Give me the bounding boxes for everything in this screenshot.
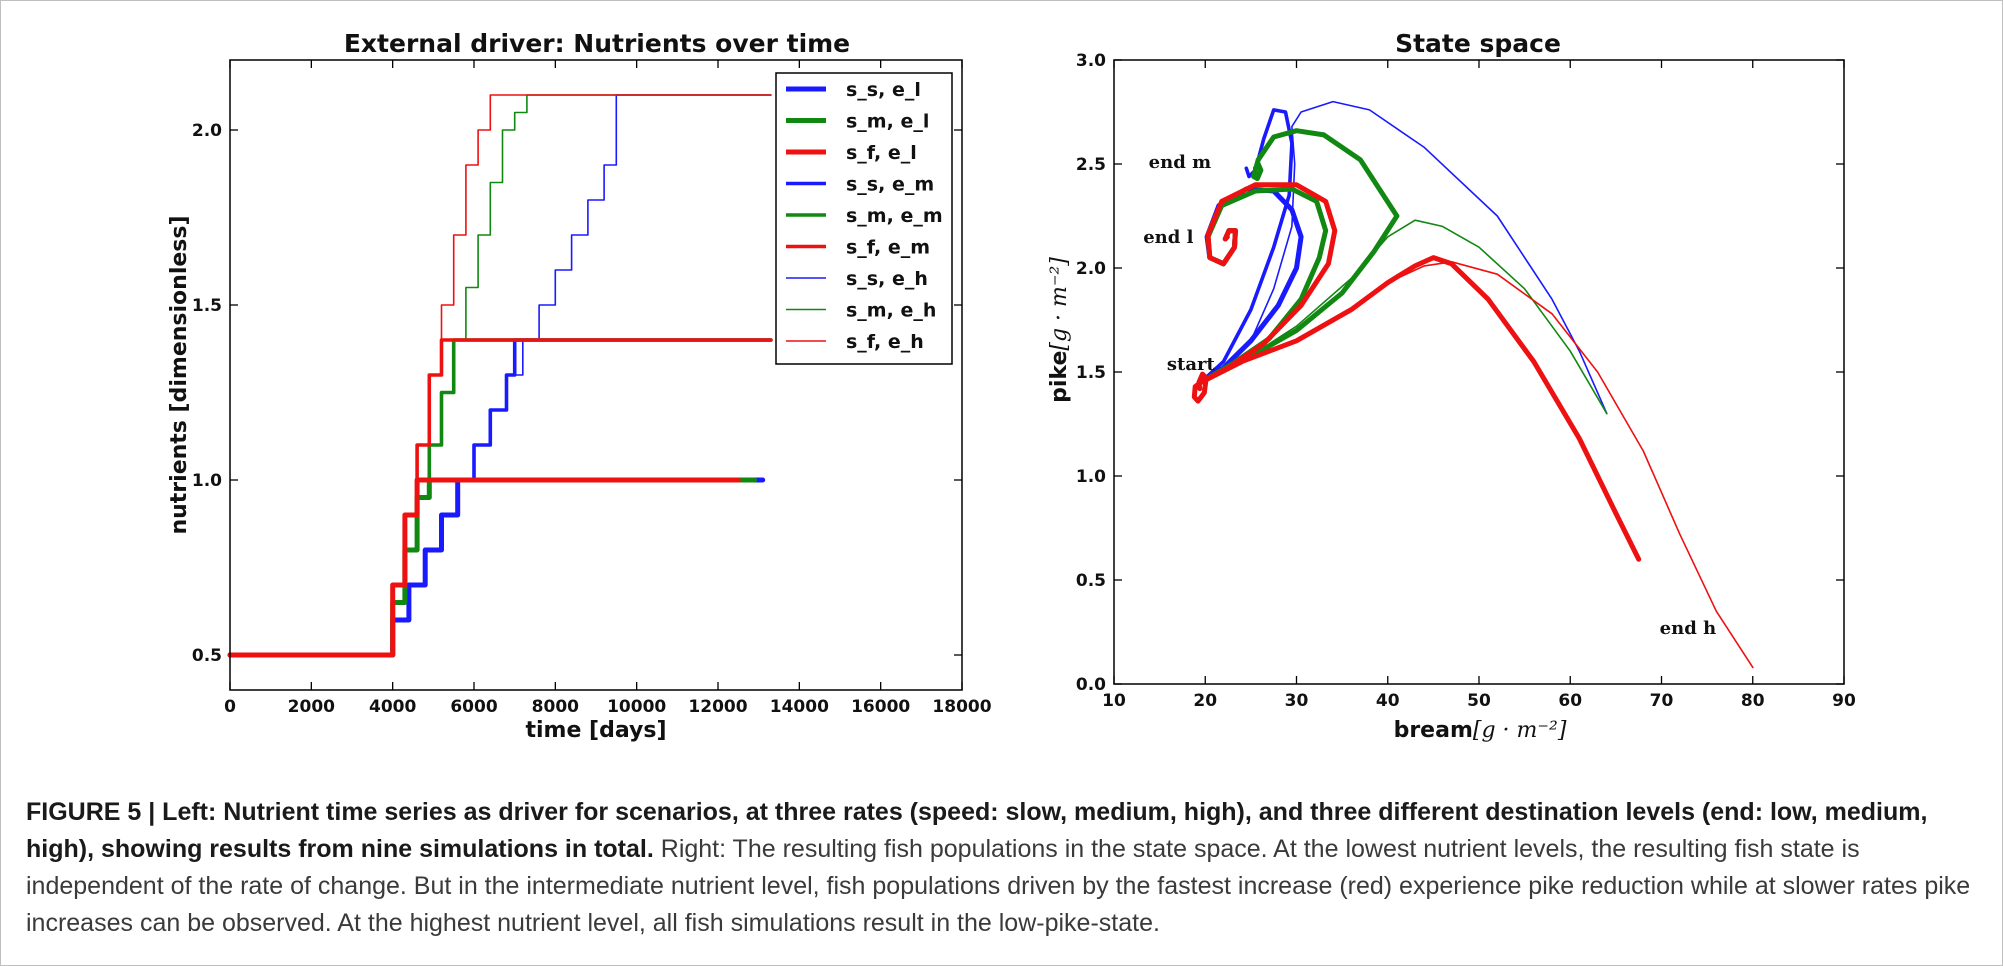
x-axis-label: time [days] [525, 718, 666, 743]
tick-group: 0 2000 4000 6000 8000 10000 12000 14000 16000 180… [192, 60, 992, 717]
x-tick-label: 30 [1285, 691, 1309, 711]
chart-title: External driver: Nutrients over time [344, 29, 850, 58]
series-line-7 [229, 94, 772, 656]
x-tick-label: 80 [1741, 691, 1765, 711]
y-tick-label: 1.0 [1076, 467, 1106, 487]
state-space-chart: State space 10 20 30 40 50 60 70 80 900.00.51.01… [1047, 29, 1856, 743]
series-line-8 [1198, 182, 1338, 385]
series-line-0 [1199, 100, 1608, 415]
y-axis-label-unit: [g · m⁻²] [1047, 257, 1072, 351]
figure-caption: FIGURE 5 | Left: Nutrient time series as… [26, 794, 1976, 942]
annotation-label: end m [1149, 152, 1211, 173]
annotation-label: end h [1660, 618, 1716, 639]
x-tick-label: 14000 [770, 697, 829, 717]
y-axis-label: nutrients [dimensionless] [167, 215, 192, 534]
x-tick-label: 12000 [688, 697, 747, 717]
annotation-group: end m end l start end h [1143, 152, 1716, 639]
series-group [1191, 100, 1754, 669]
y-tick-label: 0.0 [1076, 675, 1106, 695]
x-tick-label: 90 [1832, 691, 1856, 711]
x-tick-label: 6000 [450, 697, 497, 717]
x-tick-label: 10000 [607, 697, 666, 717]
nutrients-chart: External driver: Nutrients over time 0 20… [167, 29, 992, 743]
x-tick-label: 8000 [532, 697, 579, 717]
x-axis-label: bream[g · m⁻²] [1394, 718, 1567, 743]
y-tick-label: 1.0 [192, 471, 222, 491]
legend-label: s_m, e_m [846, 205, 943, 227]
y-axis-label: pike[g · m⁻²] [1047, 257, 1072, 403]
figure-charts: External driver: Nutrients over time 0 20… [167, 29, 1856, 743]
x-tick-label: 2000 [288, 697, 335, 717]
x-tick-label: 40 [1376, 691, 1400, 711]
legend-label: s_m, e_h [846, 300, 936, 322]
x-tick-label: 18000 [932, 697, 991, 717]
series-line-5 [228, 338, 773, 657]
x-tick-label: 20 [1193, 691, 1217, 711]
y-tick-label: 1.5 [1076, 363, 1106, 383]
legend-label: s_s, e_h [846, 268, 928, 290]
series-line-0 [227, 477, 766, 658]
legend-label: s_f, e_m [846, 237, 930, 259]
caption-bold: FIGURE 5 | Left: Nutrient time series as… [26, 798, 1928, 863]
x-tick-label: 10 [1102, 691, 1126, 711]
series-group [227, 94, 773, 658]
y-tick-label: 1.5 [192, 296, 222, 316]
series-line-9 [1191, 371, 1209, 404]
series-line-3 [228, 338, 773, 657]
legend-label: s_f, e_h [846, 331, 924, 353]
x-tick-label: 4000 [369, 697, 416, 717]
tick-group: 10 20 30 40 50 60 70 80 90 0.0 0.5 1.0 1.5 2.0 2.5 3.0 [1076, 51, 1856, 711]
y-tick-label: 2.0 [192, 121, 222, 141]
legend-label: s_m, e_l [846, 111, 929, 133]
x-tick-label: 50 [1467, 691, 1491, 711]
series-line-8 [229, 94, 772, 656]
legend-label: s_s, e_l [846, 79, 921, 101]
y-tick-label: 0.5 [192, 646, 222, 666]
series-line-6 [229, 94, 772, 656]
legend-label: s_f, e_l [846, 142, 917, 164]
y-tick-label: 3.0 [1076, 51, 1106, 71]
series-line-4 [228, 338, 773, 657]
x-axis-label-text: bream [1394, 718, 1473, 743]
y-tick-label: 2.5 [1076, 155, 1106, 175]
annotation-label: end l [1143, 227, 1193, 248]
legend: s_s, e_l s_m, e_l s_f, e_l s_s, e_m s_m, e_m… [775, 72, 953, 365]
chart-title: State space [1395, 29, 1561, 58]
series-line-2 [227, 477, 741, 658]
x-axis-label-unit: [g · m⁻²] [1473, 718, 1567, 743]
y-tick-label: 0.5 [1076, 571, 1106, 591]
x-tick-label: 60 [1558, 691, 1582, 711]
caption-text: Right: The resulting fish populations in… [26, 835, 1971, 937]
legend-label: s_s, e_m [846, 174, 934, 196]
legend-items: s_s, e_l s_m, e_l s_f, e_l s_s, e_m s_m, e_m… [786, 79, 943, 353]
y-axis-label-text: pike [1047, 351, 1072, 403]
plot-area [1113, 59, 1845, 685]
x-tick-label: 0 [224, 697, 236, 717]
series-line-1 [227, 477, 758, 658]
x-tick-label: 70 [1650, 691, 1674, 711]
y-tick-label: 2.0 [1076, 259, 1106, 279]
series-line-4 [1198, 128, 1400, 385]
plot-area [229, 59, 963, 691]
annotation-label: start [1167, 354, 1216, 375]
x-tick-label: 16000 [851, 697, 910, 717]
series-line-7 [1198, 255, 1642, 562]
